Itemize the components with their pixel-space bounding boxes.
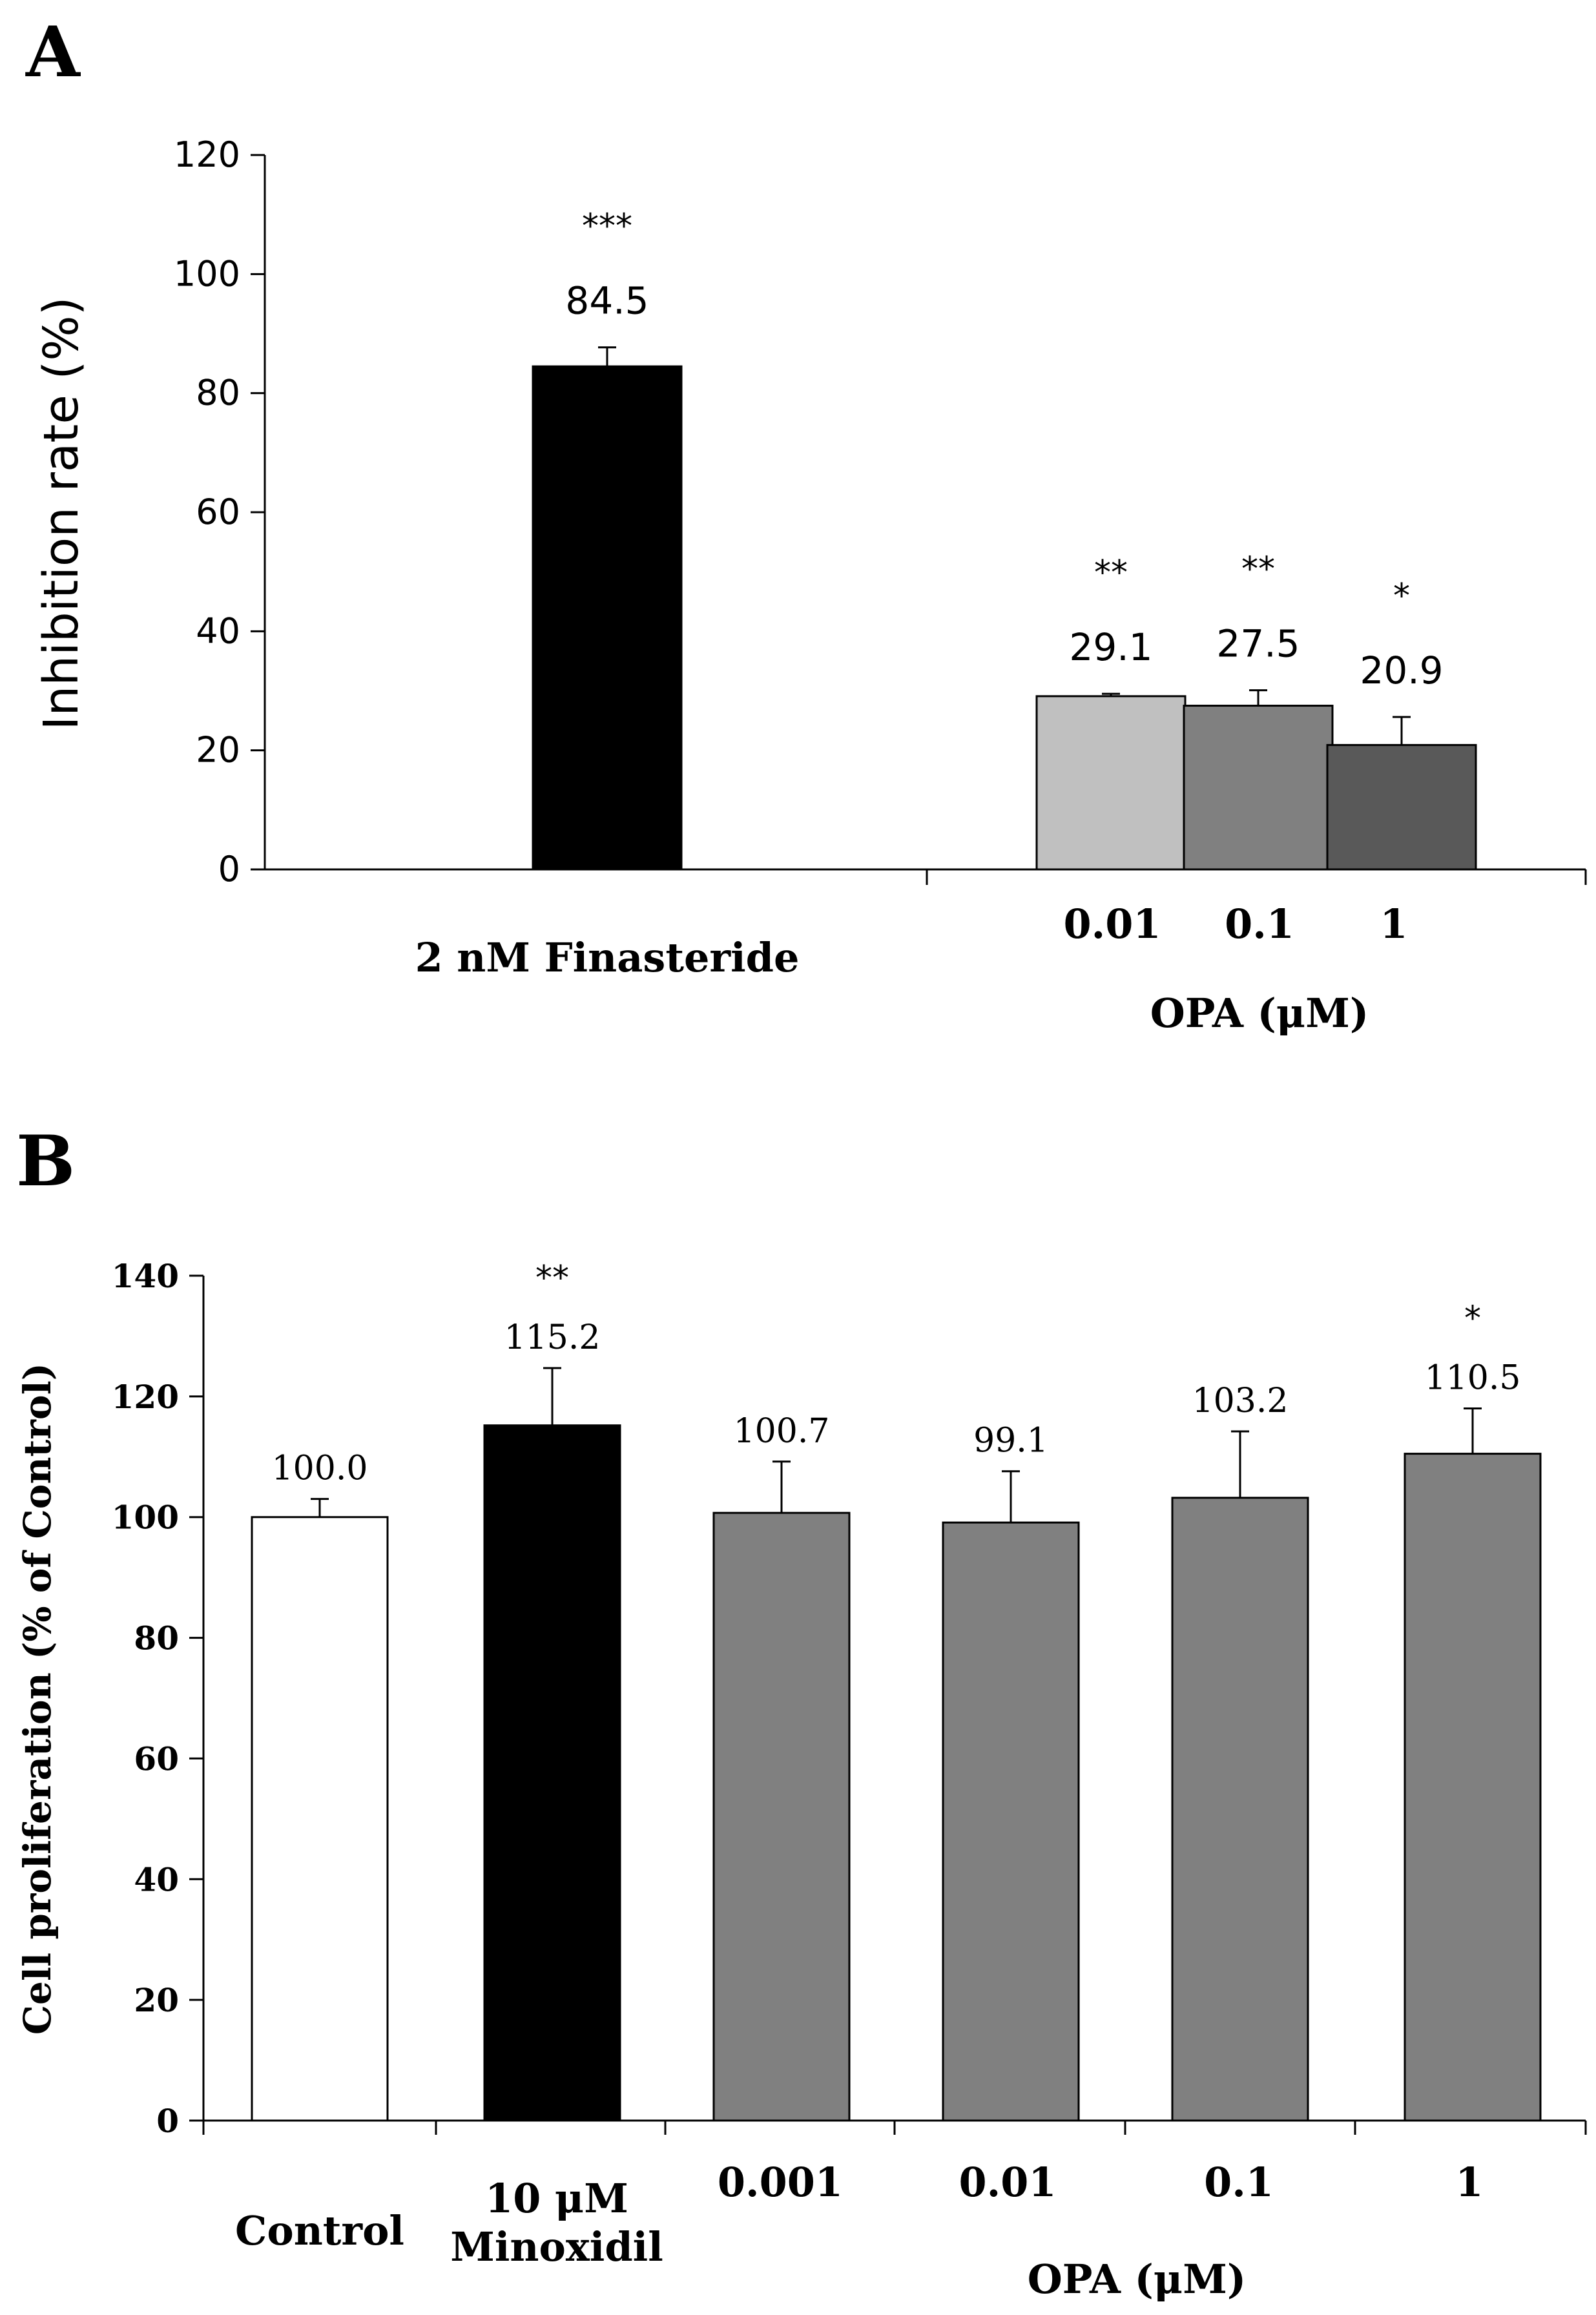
panel-a-y-ticks: 0 20 40 60 80 100 120 xyxy=(174,134,265,889)
panel-a-bar xyxy=(1183,705,1334,871)
panel-b-y-tick-label: 40 xyxy=(134,1860,179,1898)
panel-a-value-label: 20.9 xyxy=(1360,649,1443,692)
panel-a-y-tick-label: 40 xyxy=(196,610,240,651)
panel-b-bar xyxy=(251,1516,389,2122)
panel-b-bar xyxy=(483,1424,621,2122)
panel-a-bars: 84.5 *** 29.1 ** 27.5 ** 20.9 * xyxy=(532,207,1477,871)
panel-b-bar xyxy=(712,1511,851,2122)
panel-b-x-dividers xyxy=(202,2121,1587,2135)
panel-a-y-tick-label: 80 xyxy=(196,373,240,413)
panel-b-y-axis-title: Cell proliferation (% of Control) xyxy=(16,1363,59,2035)
panel-a-category-0-1: 0.1 xyxy=(1225,900,1294,948)
panel-b-significance-mark: ** xyxy=(535,1259,569,1298)
panel-a-y-axis-title: Inhibition rate (%) xyxy=(34,297,89,731)
panel-a-significance-mark: ** xyxy=(1094,554,1128,592)
panel-b-value-label: 100.0 xyxy=(272,1449,368,1488)
panel-b-y-tick-label: 100 xyxy=(112,1499,179,1537)
panel-a-y-tick-label: 120 xyxy=(174,134,240,175)
panel-a-group-label: OPA (μM) xyxy=(1150,990,1369,1037)
panel-b-y-tick-label: 60 xyxy=(134,1739,179,1778)
panel-b-category-0-1: 0.1 xyxy=(1204,2159,1274,2206)
panel-a-value-label: 84.5 xyxy=(565,279,648,323)
panel-b-bar xyxy=(1171,1497,1309,2122)
panel-b-bar xyxy=(1404,1453,1542,2122)
panel-a-y-tick-label: 20 xyxy=(196,730,240,771)
panel-a-bar xyxy=(1035,695,1187,871)
panel-b-category-minoxidil-dose: 10 μM xyxy=(485,2175,628,2222)
panel-b-value-label: 110.5 xyxy=(1425,1359,1521,1398)
panel-b-value-label: 103.2 xyxy=(1192,1382,1289,1420)
panel-a-category-0-01: 0.01 xyxy=(1063,900,1161,948)
panel-b-bars: 100.0 115.2 ** 100.7 99.1 103.2 110.5 * xyxy=(251,1259,1542,2122)
panel-a-bar xyxy=(532,365,683,871)
panel-a-y-tick-label: 100 xyxy=(174,253,240,294)
panel-b-category-minoxidil: Minoxidil xyxy=(450,2223,663,2270)
panel-b-significance-mark: * xyxy=(1464,1300,1481,1338)
panel-a-letter: A xyxy=(25,12,81,93)
panel-a-value-label: 29.1 xyxy=(1069,625,1152,669)
panel-b-category-control: Control xyxy=(235,2207,404,2254)
panel-b-y-tick-label: 20 xyxy=(134,1981,179,2019)
panel-a-category-1: 1 xyxy=(1380,900,1407,948)
panel-b: B Cell proliferation (% of Control) 0 20 4… xyxy=(16,1121,1587,2303)
panel-a-y-tick-label: 0 xyxy=(218,849,240,889)
panel-b-y-tick-label: 80 xyxy=(134,1619,179,1657)
panel-a-significance-mark: *** xyxy=(582,207,632,246)
panel-b-value-label: 115.2 xyxy=(504,1318,601,1357)
panel-b-y-ticks: 0 20 40 60 80 100 120 140 xyxy=(112,1257,203,2140)
panel-a-bar xyxy=(1326,743,1477,871)
panel-b-category-1: 1 xyxy=(1455,2159,1483,2206)
panel-b-y-tick-label: 0 xyxy=(156,2102,179,2140)
panel-b-category-0-01: 0.01 xyxy=(959,2159,1056,2206)
panel-a-significance-mark: ** xyxy=(1241,550,1275,589)
panel-b-value-label: 100.7 xyxy=(734,1412,830,1451)
panel-a-value-label: 27.5 xyxy=(1216,622,1300,666)
panel-a-y-tick-label: 60 xyxy=(196,492,240,532)
panel-a-category-finasteride: 2 nM Finasteride xyxy=(415,934,800,981)
panel-b-y-tick-label: 120 xyxy=(112,1378,179,1416)
panel-b-category-0-001: 0.001 xyxy=(718,2159,843,2206)
panel-b-bar xyxy=(942,1521,1080,2122)
panel-a: A Inhibition rate (%) 0 20 40 60 80 100 120 84… xyxy=(25,12,1587,1037)
panel-b-group-label: OPA (μM) xyxy=(1028,2256,1247,2303)
panel-b-value-label: 99.1 xyxy=(973,1422,1048,1460)
panel-a-significance-mark: * xyxy=(1393,577,1410,616)
panel-b-y-tick-label: 140 xyxy=(112,1257,179,1295)
panel-b-letter: B xyxy=(16,1121,75,1202)
